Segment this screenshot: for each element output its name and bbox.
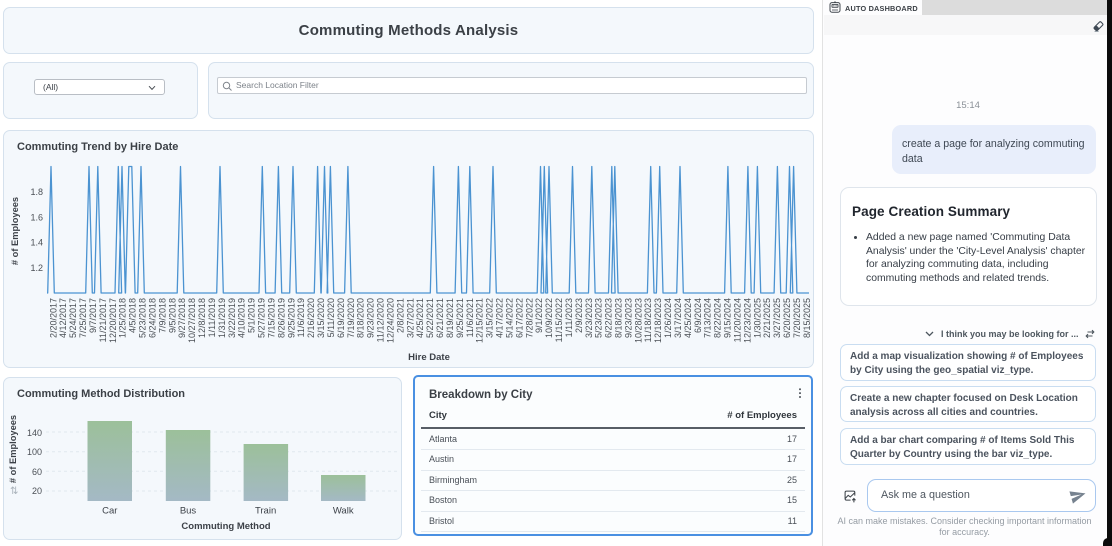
svg-text:4/17/2022: 4/17/2022 [495, 298, 505, 338]
svg-text:8/26/2019: 8/26/2019 [276, 298, 286, 338]
svg-text:9/25/2019: 9/25/2019 [286, 298, 296, 338]
svg-text:Hire Date: Hire Date [408, 352, 450, 363]
svg-text:9/5/2018: 9/5/2018 [167, 298, 177, 333]
svg-text:7/9/2018: 7/9/2018 [157, 298, 167, 333]
svg-text:11/21/2017: 11/21/2017 [98, 298, 108, 342]
svg-text:2/21/2025: 2/21/2025 [762, 298, 772, 338]
svg-text:Commuting Method: Commuting Method [181, 521, 270, 532]
svg-text:8/15/2025: 8/15/2025 [802, 298, 812, 338]
svg-text:9/7/2017: 9/7/2017 [88, 298, 98, 333]
svg-text:5/23/2018: 5/23/2018 [138, 298, 148, 338]
svg-text:2/8/2021: 2/8/2021 [395, 298, 405, 333]
svg-text:6/17/2022: 6/17/2022 [514, 298, 524, 338]
svg-text:1/26/2024: 1/26/2024 [663, 298, 673, 338]
svg-text:1/11/2019: 1/11/2019 [207, 298, 217, 337]
svg-text:5/22/2021: 5/22/2021 [425, 298, 435, 338]
svg-text:6/19/2020: 6/19/2020 [336, 298, 346, 338]
svg-text:5/24/2017: 5/24/2017 [68, 298, 78, 338]
svg-text:100: 100 [27, 447, 42, 457]
svg-text:# of Employees: # of Employees [8, 415, 18, 483]
svg-text:7/20/2025: 7/20/2025 [792, 298, 802, 338]
svg-text:7/15/2019: 7/15/2019 [266, 298, 276, 338]
svg-text:5/1/2019: 5/1/2019 [247, 298, 257, 333]
svg-text:12/23/2024: 12/23/2024 [742, 298, 752, 343]
svg-text:2/16/2020: 2/16/2020 [306, 298, 316, 338]
svg-text:11/12/2020: 11/12/2020 [376, 298, 386, 342]
svg-text:9/25/2021: 9/25/2021 [455, 298, 465, 338]
svg-text:2/9/2023: 2/9/2023 [574, 298, 584, 333]
svg-text:3/22/2019: 3/22/2019 [227, 298, 237, 338]
svg-text:5/14/2022: 5/14/2022 [504, 298, 514, 338]
svg-text:5/11/2020: 5/11/2020 [326, 298, 336, 337]
svg-text:8/22/2024: 8/22/2024 [713, 298, 723, 338]
svg-text:9/23/2020: 9/23/2020 [366, 298, 376, 338]
svg-text:20: 20 [32, 486, 42, 496]
svg-text:3/27/2021: 3/27/2021 [405, 298, 415, 338]
svg-text:2/20/2017: 2/20/2017 [48, 298, 58, 338]
svg-text:3/15/2022: 3/15/2022 [485, 298, 495, 338]
svg-text:7/28/2022: 7/28/2022 [524, 298, 534, 338]
svg-text:8/19/2021: 8/19/2021 [445, 298, 455, 338]
svg-text:12/24/2020: 12/24/2020 [385, 298, 395, 343]
svg-text:5/27/2019: 5/27/2019 [257, 298, 267, 338]
svg-text:Walk: Walk [333, 506, 354, 517]
svg-text:# of Employees: # of Employees [10, 197, 20, 265]
svg-text:Train: Train [255, 506, 276, 517]
svg-text:3/27/2025: 3/27/2025 [772, 298, 782, 338]
svg-text:10/28/2023: 10/28/2023 [633, 298, 643, 343]
svg-text:9/1/2022: 9/1/2022 [534, 298, 544, 333]
svg-text:6/21/2021: 6/21/2021 [435, 298, 445, 338]
svg-text:8/18/2023: 8/18/2023 [614, 298, 624, 338]
svg-text:1.6: 1.6 [30, 212, 43, 222]
svg-text:7/13/2024: 7/13/2024 [703, 298, 713, 338]
svg-text:5/23/2023: 5/23/2023 [594, 298, 604, 338]
svg-text:12/18/2023: 12/18/2023 [653, 298, 663, 343]
svg-text:12/15/2021: 12/15/2021 [475, 298, 485, 343]
svg-text:7/25/2017: 7/25/2017 [78, 298, 88, 338]
svg-text:9/27/2018: 9/27/2018 [177, 298, 187, 338]
svg-text:8/18/2020: 8/18/2020 [356, 298, 366, 338]
svg-text:7/19/2020: 7/19/2020 [346, 298, 356, 338]
svg-text:4/25/2021: 4/25/2021 [415, 298, 425, 338]
svg-text:1/11/2023: 1/11/2023 [564, 298, 574, 337]
svg-text:1/30/2025: 1/30/2025 [752, 298, 762, 338]
svg-text:3/17/2024: 3/17/2024 [673, 298, 683, 338]
svg-text:11/20/2024: 11/20/2024 [733, 298, 743, 342]
svg-text:60: 60 [32, 467, 42, 477]
svg-text:1.8: 1.8 [30, 187, 43, 197]
svg-text:10/27/2018: 10/27/2018 [187, 298, 197, 343]
svg-text:9/15/2024: 9/15/2024 [723, 298, 733, 338]
svg-text:11/15/2022: 11/15/2022 [554, 298, 564, 342]
svg-text:12/20/2017: 12/20/2017 [108, 298, 118, 343]
svg-text:3/15/2020: 3/15/2020 [316, 298, 326, 338]
svg-text:Bus: Bus [180, 506, 197, 517]
svg-text:4/10/2019: 4/10/2019 [237, 298, 247, 338]
svg-text:1/25/2018: 1/25/2018 [118, 298, 128, 338]
svg-text:4/12/2017: 4/12/2017 [58, 298, 68, 338]
svg-text:140: 140 [27, 428, 42, 438]
svg-text:Car: Car [102, 506, 117, 517]
svg-text:11/6/2021: 11/6/2021 [465, 298, 475, 337]
svg-text:4/25/2024: 4/25/2024 [683, 298, 693, 338]
svg-text:1.4: 1.4 [30, 238, 43, 248]
svg-text:6/9/2024: 6/9/2024 [693, 298, 703, 333]
svg-text:10/9/2022: 10/9/2022 [544, 298, 554, 338]
svg-text:6/22/2023: 6/22/2023 [604, 298, 614, 338]
svg-text:9/23/2023: 9/23/2023 [623, 298, 633, 338]
svg-text:12/8/2018: 12/8/2018 [197, 298, 207, 338]
svg-text:3/23/2023: 3/23/2023 [584, 298, 594, 338]
svg-text:⇅: ⇅ [10, 486, 18, 497]
svg-text:11/6/2019: 11/6/2019 [296, 298, 306, 337]
svg-text:6/24/2018: 6/24/2018 [148, 298, 158, 338]
svg-text:11/18/2023: 11/18/2023 [643, 298, 653, 342]
svg-text:1/31/2019: 1/31/2019 [217, 298, 227, 338]
svg-text:1.2: 1.2 [30, 263, 43, 273]
svg-text:6/20/2025: 6/20/2025 [782, 298, 792, 338]
svg-text:4/5/2018: 4/5/2018 [128, 298, 138, 333]
